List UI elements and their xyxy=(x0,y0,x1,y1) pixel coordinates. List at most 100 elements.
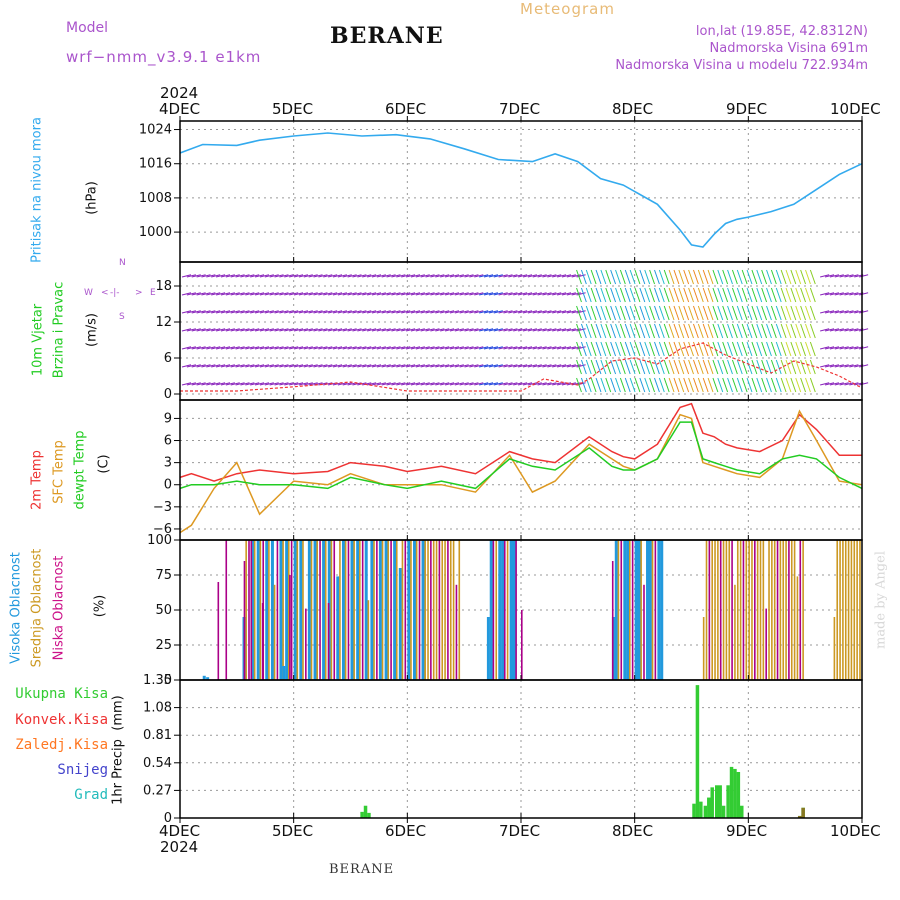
wind-barb xyxy=(859,382,869,386)
wind-barb xyxy=(323,274,333,278)
cloud-bar xyxy=(637,540,641,680)
wind-barb xyxy=(552,346,562,350)
wind-barb xyxy=(376,364,386,368)
wind-barb xyxy=(259,382,270,386)
wind-barb xyxy=(357,328,367,332)
wind-barb xyxy=(401,274,411,278)
cloud-bar xyxy=(316,540,318,680)
wind-barb xyxy=(731,377,738,393)
wind-barb xyxy=(405,310,416,314)
wind-barb xyxy=(493,274,503,278)
wind-barb xyxy=(430,292,440,296)
wind-barb xyxy=(298,292,309,296)
wind-barb xyxy=(542,310,552,314)
wind-barb xyxy=(459,310,469,314)
cloud-bar xyxy=(265,540,269,680)
y-tick-label: 3 xyxy=(164,456,172,471)
wind-barb xyxy=(736,377,743,393)
bottom-xtick-4: 8DEC xyxy=(612,822,654,840)
wind-barb xyxy=(518,382,528,386)
wind-barb xyxy=(649,269,656,285)
cloud-bar xyxy=(415,540,418,680)
wind-barb xyxy=(498,310,508,314)
wind-barb xyxy=(332,364,343,368)
wind-barb xyxy=(298,382,309,386)
wind-barb xyxy=(790,359,797,375)
cloud-bar xyxy=(364,540,368,680)
wind-barb xyxy=(756,305,763,321)
wind-barb xyxy=(191,328,201,332)
wind-barb xyxy=(479,310,489,314)
cloud-bar xyxy=(347,540,350,680)
wind-barb xyxy=(688,269,694,285)
wind-barb xyxy=(678,323,685,339)
wind-barb xyxy=(225,382,235,386)
model-label: Model xyxy=(66,20,109,36)
wind-barb xyxy=(829,364,840,368)
wind-barb xyxy=(459,346,469,350)
cloud-bar xyxy=(771,540,773,680)
cloud-bar xyxy=(336,576,340,680)
cloud-bar xyxy=(282,540,284,680)
wind-barb xyxy=(454,364,464,368)
wind-barb xyxy=(527,310,537,314)
wind-barb xyxy=(785,305,792,321)
wind-barb xyxy=(658,377,665,393)
wind-barb xyxy=(615,269,621,285)
wind-barb xyxy=(629,377,636,393)
wind-barb xyxy=(595,323,602,339)
precip-bar-total xyxy=(367,812,371,818)
wind-barb xyxy=(386,382,396,386)
wind-barb xyxy=(313,364,323,368)
cloud-bar xyxy=(290,540,293,680)
wind-barb xyxy=(318,364,328,368)
wind-barb xyxy=(668,359,675,375)
wind-barb xyxy=(410,274,421,278)
wind-barb xyxy=(386,292,396,296)
wind-barb xyxy=(644,377,651,393)
wind-barb xyxy=(254,328,265,332)
precip-bar-total xyxy=(363,805,368,818)
wind-barb xyxy=(254,346,265,350)
wind-barb xyxy=(820,274,830,278)
wind-barb xyxy=(712,287,719,303)
wind-barb xyxy=(488,382,499,386)
wind-barb xyxy=(269,310,279,314)
wind-barb xyxy=(342,310,352,314)
wind-barb xyxy=(834,310,844,314)
wind-barb xyxy=(264,364,274,368)
wind-barb xyxy=(245,292,255,296)
wind-barb xyxy=(240,310,250,314)
wind-barb xyxy=(522,364,533,368)
wind-barb xyxy=(692,305,699,321)
wind-barb xyxy=(766,377,772,393)
wind-barb xyxy=(245,382,255,386)
wind-barb xyxy=(775,287,782,303)
wind-barb xyxy=(707,377,714,393)
wind-barb xyxy=(785,377,792,393)
wind-barb xyxy=(503,310,513,314)
wind-barb xyxy=(362,310,372,314)
wind-barb xyxy=(820,328,830,332)
wind-barb xyxy=(513,274,523,278)
wind-barb xyxy=(352,328,362,332)
wind-barb xyxy=(537,328,547,332)
wind-barb xyxy=(839,364,849,368)
wind-barb xyxy=(790,269,797,285)
wind-barb xyxy=(298,274,309,278)
wind-barb xyxy=(576,359,582,375)
wind-barb xyxy=(337,274,348,278)
cloud-bar xyxy=(424,540,426,680)
cloud-bar-low xyxy=(611,561,614,680)
wind-barb xyxy=(386,328,396,332)
wind-barb xyxy=(366,310,377,314)
wind-barb xyxy=(405,328,416,332)
wind-barb xyxy=(717,323,724,339)
wind-barb xyxy=(805,323,811,339)
wind-barb xyxy=(245,328,255,332)
wind-barb xyxy=(186,310,196,314)
wind-barb xyxy=(585,305,592,321)
wind-barb xyxy=(225,328,235,332)
panel-frame xyxy=(179,399,863,541)
wind-barb xyxy=(357,310,367,314)
